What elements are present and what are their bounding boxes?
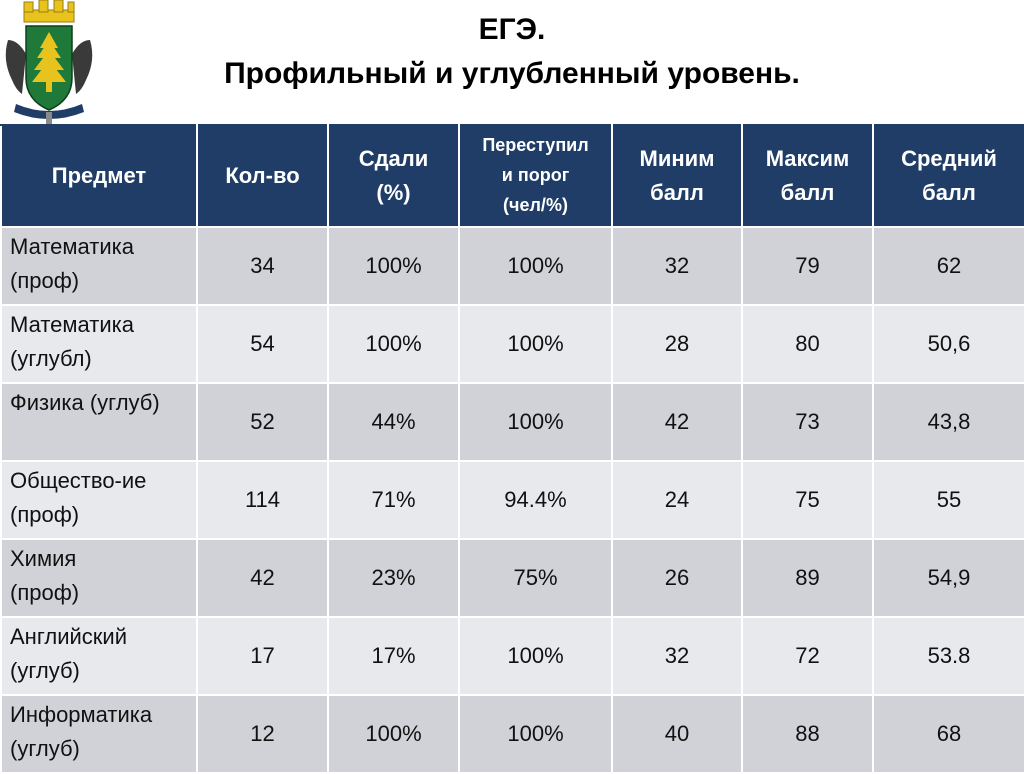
title-line-2: Профильный и углубленный уровень. — [224, 57, 800, 90]
table-row: Информатика (углуб) 12 100% 100% 40 88 68 — [0, 694, 1024, 774]
passed-cell: 17% — [327, 616, 460, 696]
threshold-cell: 94.4% — [458, 460, 613, 540]
avg-cell: 43,8 — [872, 382, 1024, 462]
avg-cell: 68 — [872, 694, 1024, 774]
column-header-subject: Предмет — [0, 124, 198, 228]
max-cell: 88 — [741, 694, 874, 774]
threshold-cell: 100% — [458, 382, 613, 462]
min-cell: 24 — [611, 460, 743, 540]
table-row: Физика (углуб) 52 44% 100% 42 73 43,8 — [0, 382, 1024, 462]
table-row: Математика (проф) 34 100% 100% 32 79 62 — [0, 226, 1024, 306]
subject-cell: Математика (углубл) — [0, 304, 198, 384]
subject-cell: Математика (проф) — [0, 226, 198, 306]
min-cell: 26 — [611, 538, 743, 618]
passed-cell: 23% — [327, 538, 460, 618]
avg-cell: 53.8 — [872, 616, 1024, 696]
column-header-threshold: Переступил и порог (чел/%) — [458, 124, 613, 228]
title-line-1: ЕГЭ. — [478, 13, 546, 46]
count-cell: 114 — [196, 460, 329, 540]
subject-cell: Физика (углуб) — [0, 382, 198, 462]
max-cell: 80 — [741, 304, 874, 384]
coat-of-arms-icon — [5, 0, 93, 124]
max-cell: 79 — [741, 226, 874, 306]
passed-cell: 100% — [327, 304, 460, 384]
subject-cell: Химия (проф) — [0, 538, 198, 618]
table-row: Общество-ие (проф) 114 71% 94.4% 24 75 55 — [0, 460, 1024, 540]
column-header-count: Кол-во — [196, 124, 329, 228]
threshold-cell: 100% — [458, 616, 613, 696]
passed-cell: 71% — [327, 460, 460, 540]
threshold-cell: 100% — [458, 304, 613, 384]
subject-cell: Английский (углуб) — [0, 616, 198, 696]
passed-cell: 44% — [327, 382, 460, 462]
max-cell: 73 — [741, 382, 874, 462]
page-title: ЕГЭ. Профильный и углубленный уровень. — [0, 8, 1024, 96]
column-header-max-score: Максим балл — [741, 124, 874, 228]
threshold-cell: 100% — [458, 694, 613, 774]
count-cell: 42 — [196, 538, 329, 618]
count-cell: 12 — [196, 694, 329, 774]
min-cell: 40 — [611, 694, 743, 774]
min-cell: 42 — [611, 382, 743, 462]
count-cell: 52 — [196, 382, 329, 462]
count-cell: 34 — [196, 226, 329, 306]
max-cell: 89 — [741, 538, 874, 618]
column-header-min-score: Миним балл — [611, 124, 743, 228]
avg-cell: 54,9 — [872, 538, 1024, 618]
count-cell: 54 — [196, 304, 329, 384]
passed-cell: 100% — [327, 694, 460, 774]
table-row: Химия (проф) 42 23% 75% 26 89 54,9 — [0, 538, 1024, 618]
min-cell: 32 — [611, 226, 743, 306]
passed-cell: 100% — [327, 226, 460, 306]
min-cell: 32 — [611, 616, 743, 696]
column-header-avg-score: Средний балл — [872, 124, 1024, 228]
table-row: Математика (углубл) 54 100% 100% 28 80 50… — [0, 304, 1024, 384]
threshold-cell: 100% — [458, 226, 613, 306]
table-row: Английский (углуб) 17 17% 100% 32 72 53.8 — [0, 616, 1024, 696]
subject-cell: Общество-ие (проф) — [0, 460, 198, 540]
avg-cell: 62 — [872, 226, 1024, 306]
subject-cell: Информатика (углуб) — [0, 694, 198, 774]
min-cell: 28 — [611, 304, 743, 384]
table-header-row: Предмет Кол-во Сдали (%) Переступил и поро… — [0, 124, 1024, 228]
max-cell: 72 — [741, 616, 874, 696]
avg-cell: 55 — [872, 460, 1024, 540]
max-cell: 75 — [741, 460, 874, 540]
results-table: Предмет Кол-во Сдали (%) Переступил и поро… — [0, 124, 1024, 774]
avg-cell: 50,6 — [872, 304, 1024, 384]
column-header-passed: Сдали (%) — [327, 124, 460, 228]
count-cell: 17 — [196, 616, 329, 696]
threshold-cell: 75% — [458, 538, 613, 618]
